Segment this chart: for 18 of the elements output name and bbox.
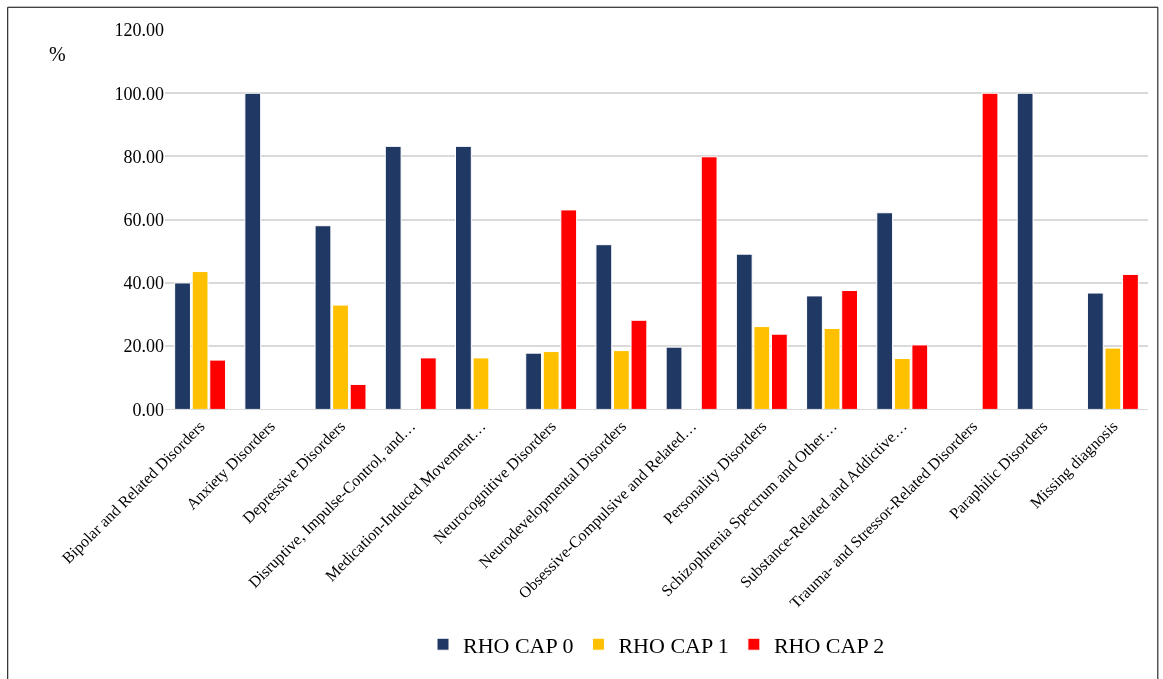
legend-label: RHO CAP 0: [463, 632, 574, 658]
bar: [665, 346, 683, 410]
bar: [981, 92, 999, 410]
legend-label: RHO CAP 2: [773, 632, 885, 658]
bar: [384, 145, 402, 410]
bar: [1016, 92, 1034, 410]
bar: [419, 357, 437, 410]
legend-label: RHO CAP 1: [618, 632, 729, 658]
y-tick-label: 120.00: [114, 20, 164, 41]
y-tick-label: 20.00: [123, 336, 164, 357]
y-tick-label: 0.00: [132, 399, 164, 420]
y-tick-label: 60.00: [123, 210, 164, 231]
y-tick-label: 80.00: [123, 146, 164, 167]
bar: [700, 156, 718, 410]
y-tick-label: 40.00: [123, 273, 164, 294]
y-axis-title: %: [49, 43, 66, 65]
bar: [244, 92, 262, 410]
y-tick-label: 100.00: [114, 83, 164, 104]
